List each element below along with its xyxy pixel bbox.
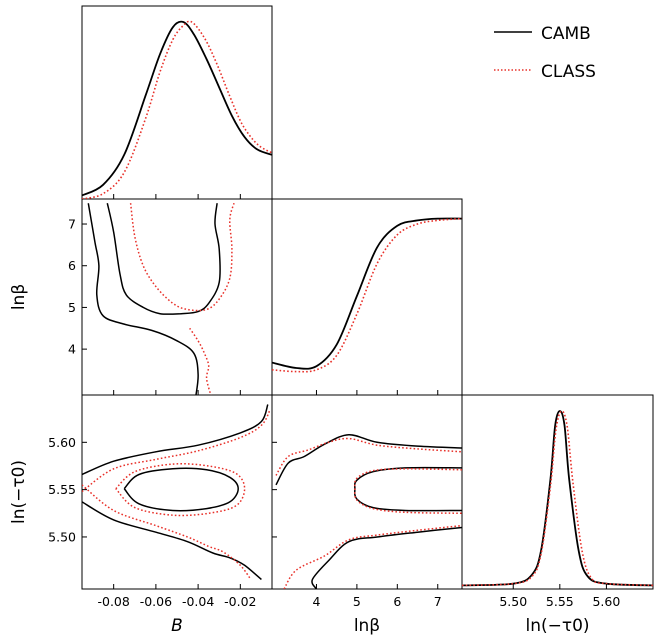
contour-B-lntau-class-3 xyxy=(115,463,246,517)
panels xyxy=(81,5,654,590)
contour-B-lntau-camb-2 xyxy=(82,501,262,581)
xtick-label-lntau: 5.50 xyxy=(499,594,527,609)
contour-B-lntau-camb-0 xyxy=(123,467,239,512)
ytick-label-lnbeta: 6 xyxy=(68,258,76,273)
legend-class-label: CLASS xyxy=(541,62,596,82)
contour-lnbeta-lntau-camb-0 xyxy=(353,466,462,512)
xtick-label-B: -0.06 xyxy=(140,594,172,609)
contour-B-lnbeta-camb-1 xyxy=(106,203,221,315)
panel-frame-lntau-lntau xyxy=(461,394,654,590)
marginal-lnbeta-class-curve xyxy=(272,217,462,373)
panel-frame-B-lnbeta xyxy=(81,198,273,396)
ytick-label-lnbeta: 5 xyxy=(68,300,76,315)
marginal-lntau-camb-curve xyxy=(462,410,653,587)
xtick-label-B: -0.04 xyxy=(182,594,214,609)
contour-lnbeta-lntau-camb-2 xyxy=(311,526,462,589)
marginal-lnbeta xyxy=(272,217,462,373)
contour-B-lntau-camb-1 xyxy=(82,404,269,476)
contour-lnbeta-lntau-class-4 xyxy=(275,437,462,476)
yaxis-label-lntau: ln(−τ0) xyxy=(9,460,29,524)
legend: CAMB CLASS xyxy=(494,24,596,82)
xtick-label-B: -0.02 xyxy=(224,594,256,609)
contour-lnbeta-lntau-class-3 xyxy=(353,468,462,515)
marginal-B xyxy=(82,20,272,199)
xtick-label-lntau: 5.60 xyxy=(592,594,620,609)
xaxis-label-lnbeta: lnβ xyxy=(354,616,380,636)
ytick-label-lnbeta: 4 xyxy=(68,342,76,357)
xtick-label-lntau: 5.55 xyxy=(546,594,574,609)
contour-lnbeta-lntau xyxy=(275,433,462,589)
xtick-label-lnbeta: 5 xyxy=(353,594,361,609)
marginal-B-camb-curve xyxy=(82,20,272,197)
marginal-lnbeta-camb-curve xyxy=(272,217,462,370)
ytick-label-lnbeta: 7 xyxy=(68,217,76,232)
xtick-label-B: -0.08 xyxy=(97,594,129,609)
ytick-label-lntau: 5.50 xyxy=(48,529,76,544)
ytick-label-lntau: 5.60 xyxy=(48,435,76,450)
contour-B-lnbeta-class-2 xyxy=(129,202,235,312)
xaxis-label-B: B xyxy=(171,616,183,636)
xtick-label-lnbeta: 6 xyxy=(393,594,401,609)
contour-B-lntau-class-5 xyxy=(82,484,252,580)
panel-frame-lnbeta-lnbeta xyxy=(271,198,463,396)
marginal-lntau-class-curve xyxy=(462,410,653,587)
contour-B-lnbeta-class-3 xyxy=(189,327,212,395)
contour-B-lnbeta-camb-0 xyxy=(87,203,199,395)
contour-B-lntau-class-4 xyxy=(82,409,271,493)
xaxis-label-lntau: ln(−τ0) xyxy=(525,616,589,636)
panel-frame-B-lntau xyxy=(81,394,273,590)
axis-labels: -0.08 -0.06 -0.04 -0.02 4 5 6 7 5.50 5.55 5.60 4 5 6 7… xyxy=(9,217,620,636)
contour-lnbeta-lntau-camb-1 xyxy=(275,433,462,486)
panel-frame-lnbeta-lntau xyxy=(271,394,463,590)
panel-frame-B-B xyxy=(81,5,273,200)
contour-B-lnbeta xyxy=(87,202,235,395)
marginal-lntau xyxy=(462,410,653,587)
contour-lnbeta-lntau-class-5 xyxy=(283,524,462,589)
xtick-label-lnbeta: 7 xyxy=(434,594,442,609)
legend-camb-label: CAMB xyxy=(541,24,591,44)
ytick-label-lntau: 5.55 xyxy=(48,482,76,497)
marginal-B-class-curve xyxy=(82,20,272,199)
xtick-label-lnbeta: 4 xyxy=(312,594,320,609)
yaxis-label-lnbeta: lnβ xyxy=(9,284,29,310)
contour-B-lntau xyxy=(82,404,271,581)
